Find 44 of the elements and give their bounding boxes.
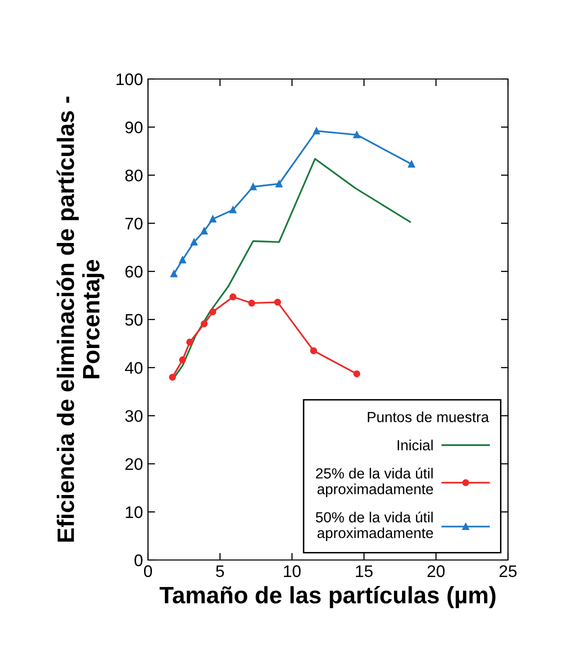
point [209, 216, 216, 222]
point [200, 320, 208, 328]
y-tick-label: 20 [125, 458, 142, 470]
point [353, 131, 360, 138]
point [190, 238, 198, 246]
x-tick-label: 10 [284, 565, 301, 578]
y-tick-label: 80 [125, 170, 142, 182]
y-tick-label: 60 [125, 266, 142, 278]
point [229, 293, 236, 300]
point [229, 206, 236, 214]
point [276, 180, 283, 188]
y-tick-label: 0 [134, 554, 142, 566]
x-tick-label: 5 [216, 565, 224, 578]
point [310, 347, 318, 354]
y-tick-label: 10 [126, 506, 142, 518]
x-tick-label: 20 [428, 565, 445, 578]
point [274, 298, 282, 306]
y-tick-label: 40 [124, 362, 142, 374]
point [169, 374, 176, 381]
legend-label: 25% de la vida útil aproximadamente [316, 468, 433, 498]
x-tick-label: 25 [500, 565, 517, 578]
point [186, 338, 194, 346]
legend-title: Puntos de muestra [368, 412, 490, 422]
point [209, 308, 216, 316]
point [179, 256, 186, 264]
point [353, 370, 360, 378]
point [248, 300, 256, 307]
point [250, 183, 257, 190]
y-tick-label: 30 [125, 410, 142, 422]
y-axis-title: Eficiencia de eliminación de partículas - Porcentaje [56, 96, 104, 542]
y-tick-label: 100 [116, 73, 142, 86]
x-tick-label: 0 [144, 565, 152, 578]
legend-label: 50% de la vida útil aproximadamente [316, 512, 433, 542]
x-tick-label: 15 [356, 565, 373, 578]
point [200, 228, 208, 234]
point [170, 270, 178, 278]
y-tick-label: 50 [125, 314, 142, 326]
y-tick-label: 90 [125, 122, 142, 134]
point [179, 356, 186, 364]
point [408, 160, 415, 168]
y-tick-label: 70 [125, 218, 142, 230]
x-axis-title: Tamaño de las partículas (µm) [160, 586, 496, 608]
point [313, 127, 320, 134]
legend-label: Inicial [398, 440, 433, 450]
